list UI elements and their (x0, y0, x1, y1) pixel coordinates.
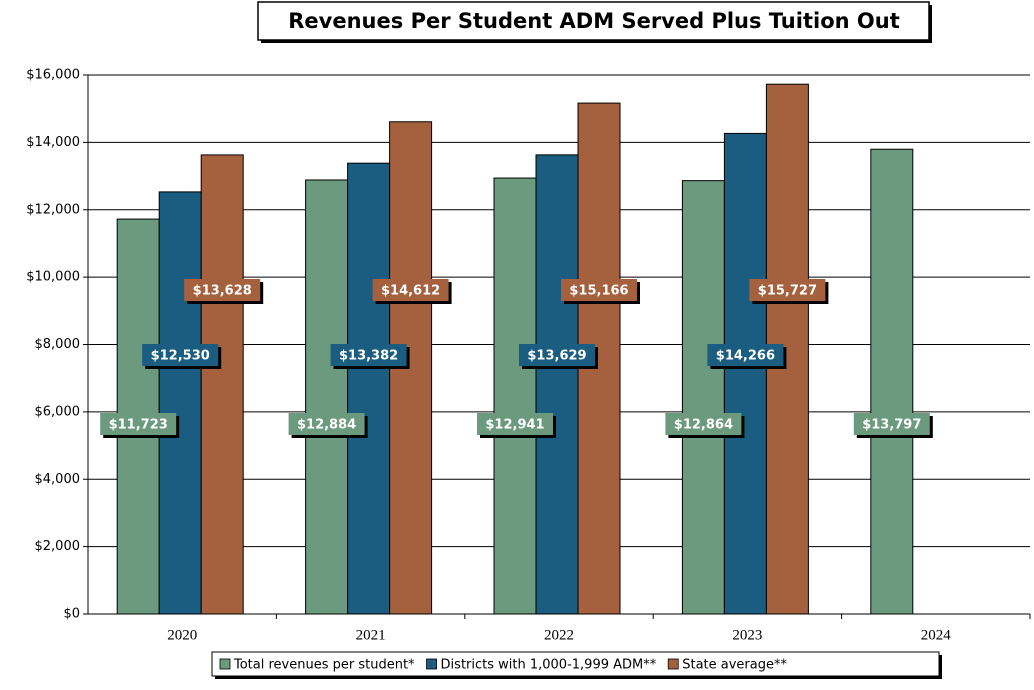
data-label-box (142, 344, 219, 366)
chart-title: Revenues Per Student ADM Served Plus Tui… (288, 9, 899, 33)
data-label: $14,612 (381, 284, 440, 299)
bar (200, 154, 244, 615)
y-tick-label: $8,000 (35, 337, 81, 352)
legend-label: State average** (682, 658, 787, 673)
data-label-box (561, 279, 637, 301)
legend-swatch (219, 658, 231, 670)
data-label: $11,723 (109, 418, 168, 433)
data-label-box (853, 413, 930, 435)
data-label: $14,266 (716, 349, 775, 364)
bar (535, 154, 579, 615)
x-tick-label: 2022 (544, 627, 574, 643)
data-label: $12,530 (151, 349, 210, 364)
data-label: $12,864 (674, 418, 733, 433)
data-label-box (707, 344, 784, 366)
y-tick-label: $6,000 (35, 404, 81, 419)
legend-label: Total revenues per student* (233, 658, 415, 673)
data-label-box (288, 413, 365, 435)
title-box (257, 1, 930, 41)
data-label-box (477, 413, 553, 435)
legend-label: Districts with 1,000-1,999 ADM** (441, 658, 657, 673)
data-label: $13,797 (862, 418, 921, 433)
x-tick-label: 2024 (921, 627, 952, 643)
x-tick-label: 2020 (167, 627, 197, 643)
x-tick-label: 2021 (356, 627, 386, 643)
y-tick-label: $16,000 (26, 68, 80, 83)
bar (681, 180, 725, 615)
bar (305, 179, 349, 615)
data-label: $15,727 (758, 284, 817, 299)
legend-swatch (426, 658, 437, 670)
y-tick-label: $14,000 (26, 135, 80, 150)
data-label: $13,629 (527, 349, 586, 364)
y-tick-label: $0 (63, 607, 80, 622)
legend-box (211, 651, 940, 677)
bar (493, 177, 537, 615)
y-tick-label: $12,000 (26, 202, 80, 217)
bar (723, 132, 767, 615)
data-label-box (184, 279, 261, 301)
bar (870, 148, 914, 615)
data-label-box (100, 413, 177, 435)
data-label-box (749, 279, 826, 301)
data-label-box (665, 413, 742, 435)
y-tick-label: $4,000 (35, 472, 81, 487)
legend-swatch (667, 658, 679, 670)
data-label: $15,166 (569, 284, 628, 299)
y-tick-label: $2,000 (35, 539, 81, 554)
y-tick-label: $10,000 (26, 270, 80, 285)
data-label-box (330, 344, 407, 366)
bar (347, 162, 391, 615)
data-label: $12,884 (297, 418, 356, 433)
x-tick-label: 2023 (732, 627, 762, 643)
data-label-box (519, 344, 595, 366)
data-label: $13,382 (339, 349, 398, 364)
bar (158, 191, 202, 615)
data-label: $12,941 (485, 418, 544, 433)
data-label-box (372, 279, 449, 301)
data-label: $13,628 (193, 284, 252, 299)
